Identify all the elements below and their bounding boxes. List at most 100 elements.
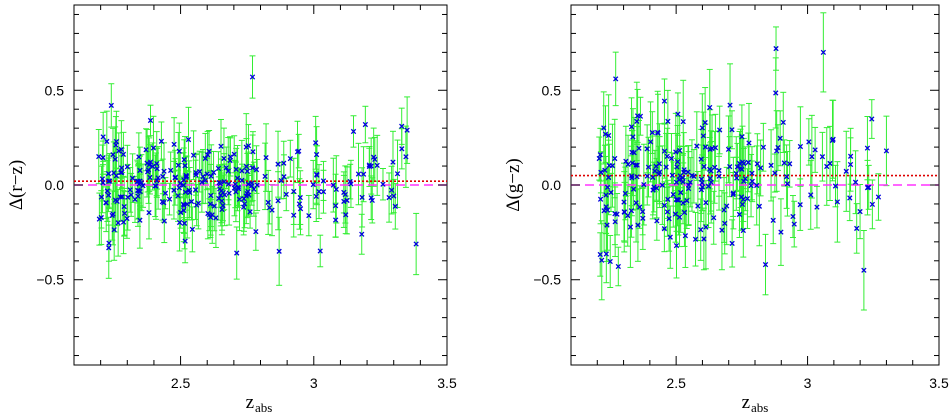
data-point (106, 245, 112, 251)
data-point (698, 227, 704, 233)
data-point (281, 160, 287, 166)
data-point (737, 165, 744, 172)
data-point (110, 152, 116, 158)
data-point (700, 133, 707, 139)
data-point (413, 241, 419, 247)
data-point (608, 189, 614, 196)
x-tick-label: 3.5 (437, 375, 457, 391)
data-point (852, 179, 859, 185)
data-point (341, 189, 347, 196)
data-point (110, 211, 116, 217)
data-point (695, 203, 701, 209)
data-point (754, 182, 760, 189)
data-point (778, 229, 784, 235)
data-point (613, 76, 619, 82)
data-point (741, 160, 747, 167)
data-point (207, 201, 213, 207)
data-point (218, 143, 224, 149)
data-point (180, 182, 187, 188)
data-point (749, 178, 755, 184)
data-point (124, 164, 131, 170)
data-point (768, 162, 774, 169)
x-axis-title: z (246, 392, 254, 413)
data-point (233, 189, 239, 195)
data-point (628, 208, 635, 214)
data-point (243, 163, 250, 170)
data-point (659, 182, 665, 188)
y-tick-label: 0.0 (542, 177, 562, 193)
data-point (603, 204, 609, 210)
data-point (812, 147, 818, 153)
data-point (784, 181, 791, 187)
data-point (333, 186, 339, 193)
x-tick-label: 3 (804, 375, 812, 391)
data-point (644, 146, 650, 152)
data-point (635, 222, 641, 228)
data-point (601, 208, 607, 214)
data-point (275, 161, 281, 167)
data-point (797, 202, 803, 208)
data-point (98, 194, 105, 200)
data-point (739, 134, 745, 140)
data-point (674, 164, 680, 170)
data-point (603, 251, 609, 257)
data-point (727, 102, 733, 108)
data-point (832, 183, 839, 189)
data-point (667, 234, 673, 240)
data-point (607, 258, 613, 265)
data-point (707, 175, 713, 182)
data-point (246, 192, 252, 198)
data-point (368, 163, 374, 169)
data-point (183, 174, 189, 181)
data-point (744, 195, 751, 202)
data-point (204, 152, 211, 158)
data-point (96, 153, 102, 160)
data-point (773, 90, 779, 96)
y-axis-title: Δ(r−z) (6, 160, 27, 210)
data-point (692, 236, 699, 242)
data-point (724, 203, 730, 209)
x-tick-label: 2.5 (666, 375, 686, 391)
data-point (225, 181, 232, 187)
axis-ticks (73, 5, 448, 365)
data-point (661, 98, 668, 104)
data-point (114, 198, 120, 205)
data-point (314, 172, 320, 178)
data-point (394, 171, 401, 177)
data-point (154, 166, 160, 172)
data-point (146, 209, 152, 216)
data-point (104, 138, 110, 145)
data-point (702, 144, 709, 150)
data-point (730, 191, 736, 198)
data-point (360, 171, 367, 177)
data-point (707, 104, 713, 111)
data-point (661, 226, 668, 232)
x-axis-subscript: abs (751, 400, 768, 414)
data-point (645, 164, 652, 170)
data-point (729, 240, 735, 247)
data-point (708, 179, 714, 185)
data-point (734, 164, 741, 170)
data-point (121, 210, 128, 217)
data-point (647, 139, 654, 145)
data-point (118, 146, 125, 153)
data-point (677, 189, 684, 196)
data-point (597, 196, 604, 202)
data-point (791, 221, 797, 227)
data-point (296, 201, 303, 207)
data-point (628, 124, 635, 130)
y-tick-label: 0.5 (542, 82, 562, 98)
data-point (254, 182, 260, 188)
data-point (166, 196, 173, 202)
data-point (262, 173, 268, 180)
data-point (104, 188, 111, 194)
data-point (202, 177, 208, 184)
data-point (623, 158, 629, 164)
data-point (136, 188, 142, 194)
data-point (809, 154, 815, 160)
data-point (239, 177, 245, 183)
data-point (294, 149, 301, 155)
data-point (664, 153, 670, 160)
data-point (330, 182, 337, 188)
